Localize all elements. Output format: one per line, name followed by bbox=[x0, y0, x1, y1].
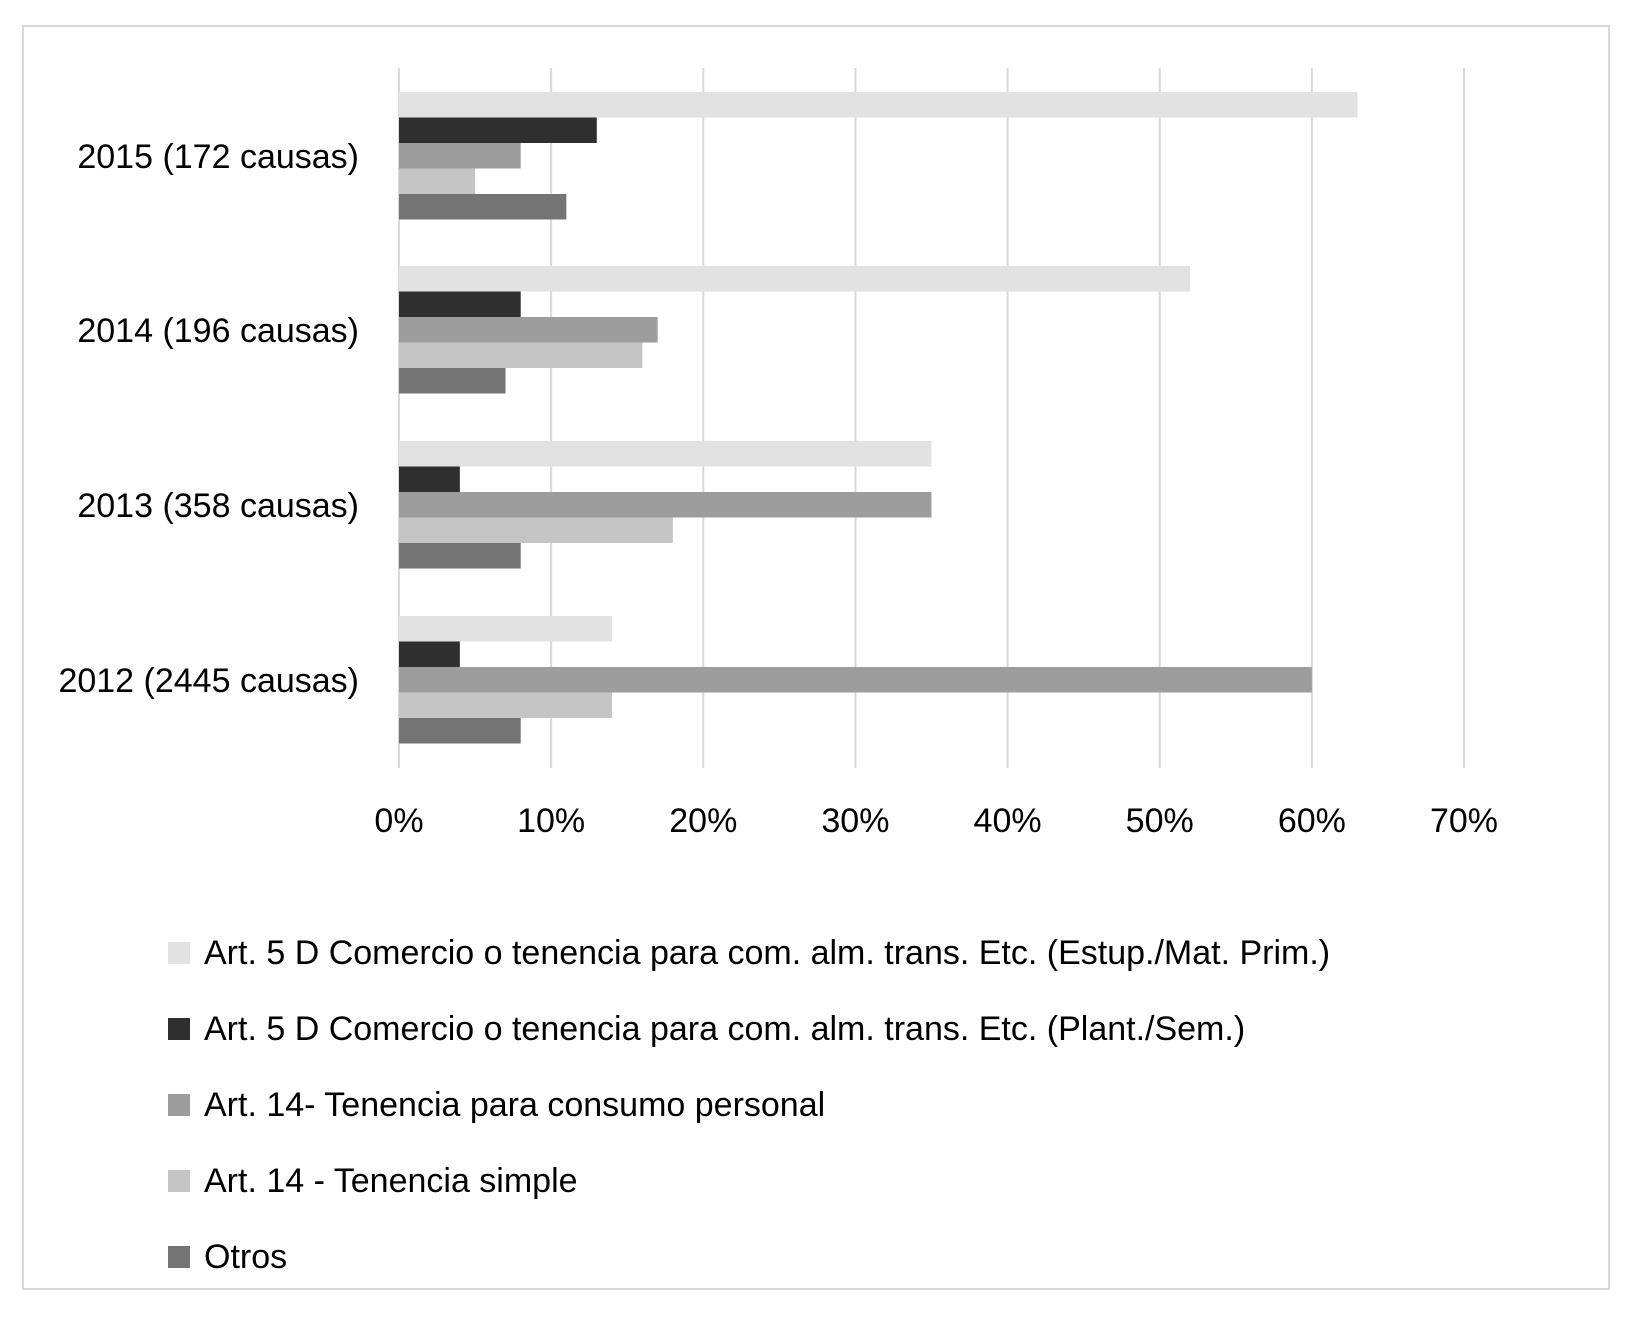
bar bbox=[399, 168, 476, 194]
bar bbox=[399, 616, 612, 642]
legend-swatch bbox=[168, 1018, 190, 1040]
legend-item: Art. 5 D Comercio o tenencia para com. a… bbox=[168, 991, 1330, 1067]
bar bbox=[399, 641, 460, 667]
x-tick-label: 20% bbox=[669, 802, 737, 840]
bar bbox=[399, 291, 521, 317]
bar bbox=[399, 317, 658, 343]
x-tick-label: 60% bbox=[1278, 802, 1346, 840]
x-tick-label: 50% bbox=[1126, 802, 1194, 840]
bar bbox=[399, 368, 506, 394]
bar bbox=[399, 543, 521, 569]
bar bbox=[399, 194, 567, 220]
bar bbox=[399, 117, 597, 143]
bar bbox=[399, 492, 932, 518]
legend-swatch bbox=[168, 942, 190, 964]
bar bbox=[399, 517, 673, 543]
legend-swatch bbox=[168, 1094, 190, 1116]
category-label: 2013 (358 causas) bbox=[77, 487, 359, 525]
bar bbox=[399, 266, 1191, 292]
legend-swatch bbox=[168, 1170, 190, 1192]
legend-item: Art. 14 - Tenencia simple bbox=[168, 1143, 1330, 1219]
legend-label: Art. 14- Tenencia para consumo personal bbox=[204, 1085, 826, 1124]
legend-item: Otros bbox=[168, 1219, 1330, 1295]
bar bbox=[399, 718, 521, 744]
legend-item: Art. 14- Tenencia para consumo personal bbox=[168, 1067, 1330, 1143]
category-labels: 2015 (172 causas) 2014 (196 causas) 2013 (… bbox=[58, 138, 359, 700]
legend-label: Art. 5 D Comercio o tenencia para com. a… bbox=[204, 1009, 1246, 1048]
x-tick-label: 0% bbox=[374, 802, 423, 840]
bar bbox=[399, 667, 1312, 693]
bar-chart: 2015 (172 causas) 2014 (196 causas) 2013 (… bbox=[58, 68, 1498, 840]
category-label: 2012 (2445 causas) bbox=[58, 662, 359, 700]
bar bbox=[399, 143, 521, 169]
category-label: 2015 (172 causas) bbox=[77, 138, 359, 176]
bar bbox=[399, 692, 612, 718]
bar bbox=[399, 466, 460, 492]
bar bbox=[399, 441, 932, 467]
x-tick-label: 30% bbox=[821, 802, 889, 840]
x-tick-label: 70% bbox=[1430, 802, 1498, 840]
legend: Art. 5 D Comercio o tenencia para com. a… bbox=[168, 915, 1330, 1295]
category-label: 2014 (196 causas) bbox=[77, 312, 359, 350]
x-tick-labels: 0% 10% 20% 30% 40% 50% 60% 70% bbox=[374, 802, 1498, 840]
bars bbox=[399, 92, 1358, 744]
x-tick-label: 40% bbox=[974, 802, 1042, 840]
legend-label: Otros bbox=[204, 1237, 288, 1276]
legend-label: Art. 14 - Tenencia simple bbox=[204, 1161, 578, 1200]
x-tick-label: 10% bbox=[517, 802, 585, 840]
gridlines bbox=[398, 68, 1465, 768]
legend-item: Art. 5 D Comercio o tenencia para com. a… bbox=[168, 915, 1330, 991]
chart-frame bbox=[22, 25, 1610, 1290]
legend-swatch bbox=[168, 1246, 190, 1268]
legend-label: Art. 5 D Comercio o tenencia para com. a… bbox=[204, 933, 1331, 972]
bar bbox=[399, 92, 1358, 118]
bar bbox=[399, 342, 643, 368]
